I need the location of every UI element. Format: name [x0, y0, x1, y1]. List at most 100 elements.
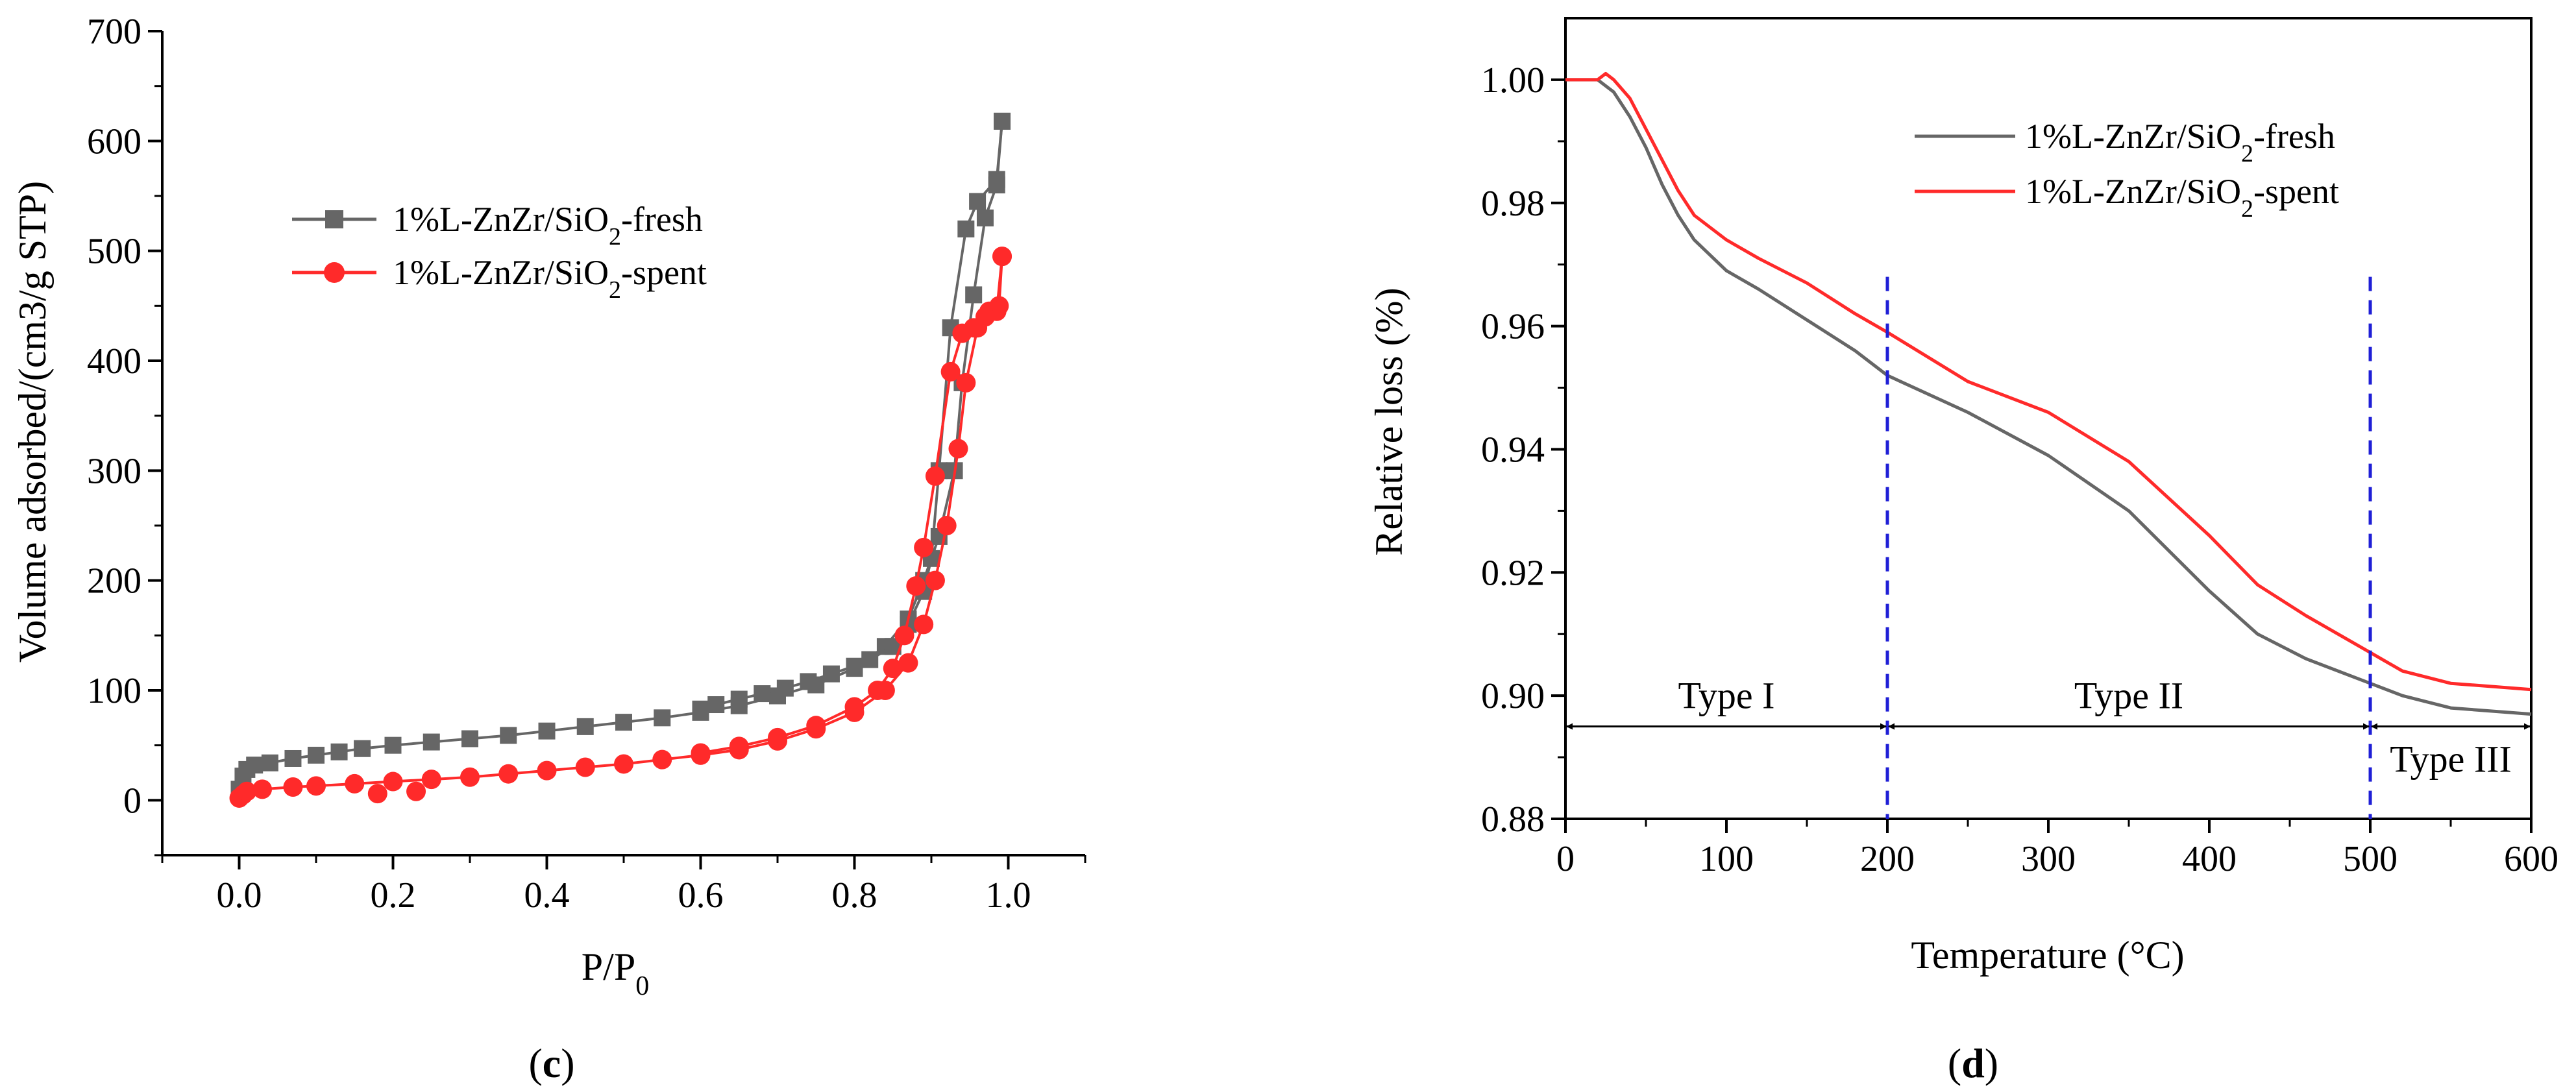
chart-c-point-spent [383, 771, 403, 792]
chart-c-point-spent [868, 681, 888, 700]
chart-d-legend-entry-fresh: 1%L-ZnZr/SiO2-fresh [1915, 117, 2335, 167]
chart-c-point-fresh [330, 743, 348, 760]
chart-d-x-tick-label: 600 [2504, 839, 2558, 879]
chart-c-point-spent [575, 757, 595, 777]
chart-c-x-tick-label: 1.0 [986, 875, 1031, 916]
chart-c-point-fresh [776, 679, 794, 697]
chart-d-y-tick-label: 0.96 [1481, 307, 1545, 347]
chart-c-y-tick-label: 0 [123, 781, 141, 821]
chart-c-point-spent [345, 773, 365, 794]
chart-c-point-spent [498, 764, 519, 784]
chart-c-y-tick-label: 300 [87, 451, 141, 491]
chart-d-line-fresh [1565, 78, 2532, 716]
chart-c-point-spent [992, 247, 1012, 267]
chart-c-panel-label: (c) [528, 1040, 574, 1086]
chart-c-legend: 1%L-ZnZr/SiO2-fresh 1%L-ZnZr/SiO2-spent [292, 200, 707, 304]
chart-c-point-spent [768, 727, 787, 747]
chart-c-point-fresh [423, 733, 440, 751]
chart-c-point-fresh [354, 740, 371, 757]
chart-c-point-spent [537, 760, 557, 781]
chart-c-point-spent [421, 770, 441, 790]
chart-c-point-spent [948, 439, 968, 459]
chart-c-x-tick-label: 0.8 [832, 875, 877, 916]
chart-c-legend-marker-spent [324, 262, 345, 283]
chart-c-y-tick-label: 400 [87, 341, 141, 382]
chart-c-y-ticks: 0 100 200 300 400 500 600 700 [87, 12, 162, 856]
chart-d-x-tick-label: 400 [2182, 839, 2237, 879]
chart-c-point-fresh [246, 757, 264, 774]
chart-c-point-spent [283, 777, 303, 797]
chart-c-point-fresh [384, 736, 402, 754]
chart-c-point-spent [406, 781, 426, 801]
chart-c-point-spent [925, 466, 945, 486]
chart-d-annotations: Type I Type II Type III [1566, 276, 2531, 819]
chart-c-point-spent [614, 754, 633, 774]
chart-d-x-tick-label: 100 [1699, 839, 1754, 879]
chart-d-x-tick-label: 500 [2343, 839, 2398, 879]
chart-d-y-tick-label: 0.94 [1481, 430, 1545, 470]
chart-c-x-tick-label: 0.6 [678, 875, 724, 916]
chart-c-point-spent [894, 625, 914, 646]
chart-panel-d: 0.88 0.90 0.92 0.94 0.96 0.98 1.00 0 100 200 300 4… [1368, 17, 2558, 1086]
chart-c-point-fresh [576, 718, 594, 735]
chart-c-point-spent [952, 323, 972, 343]
chart-c-point-fresh [538, 722, 556, 740]
chart-c-point-fresh [461, 730, 478, 747]
chart-d-y-tick-label: 1.00 [1481, 60, 1545, 101]
chart-c-point-spent [237, 781, 257, 801]
chart-c-point-spent [925, 570, 945, 590]
chart-d-y-axis-label: Relative loss (%) [1368, 287, 1410, 555]
chart-c-legend-entry-spent: 1%L-ZnZr/SiO2-spent [292, 253, 707, 304]
chart-d-line-spent [1565, 71, 2532, 692]
chart-c-legend-entry-fresh: 1%L-ZnZr/SiO2-fresh [292, 200, 703, 250]
chart-c-point-fresh [861, 651, 879, 668]
chart-c-point-fresh [800, 673, 817, 690]
chart-d-y-ticks: 0.88 0.90 0.92 0.94 0.96 0.98 1.00 [1481, 60, 1565, 840]
chart-c-point-spent [914, 537, 934, 557]
chart-d-legend: 1%L-ZnZr/SiO2-fresh 1%L-ZnZr/SiO2-spent [1915, 117, 2339, 223]
chart-c-x-tick-label: 0.0 [217, 875, 262, 916]
chart-c-point-fresh [692, 700, 709, 718]
chart-c-y-tick-label: 200 [87, 561, 141, 601]
chart-d-legend-label-spent: 1%L-ZnZr/SiO2-spent [2025, 172, 2339, 223]
chart-c-series-spent [229, 247, 1012, 808]
chart-c-point-spent [914, 614, 934, 635]
chart-d-x-axis-label: Temperature (°C) [1911, 934, 2184, 977]
chart-c-point-spent [937, 516, 957, 535]
chart-c-point-fresh [707, 696, 725, 714]
chart-c-y-axis-label: Volume adsorbed/(cm3/g STP) [11, 181, 54, 662]
chart-panel-c: 0 100 200 300 400 500 600 700 0.0 0.2 0.4 0.6 0.8 1.… [11, 12, 1086, 1086]
chart-d-panel-label: (d) [1948, 1040, 1998, 1086]
chart-d-region-label: Type II [2074, 675, 2183, 717]
chart-c-point-fresh [976, 209, 994, 226]
chart-c-point-spent [252, 779, 273, 799]
chart-c-point-fresh [730, 690, 748, 708]
chart-c-x-tick-label: 0.4 [524, 875, 570, 916]
chart-c-y-tick-label: 600 [87, 121, 141, 162]
chart-c-point-fresh [822, 665, 840, 683]
chart-c-point-spent [367, 784, 387, 804]
chart-c-point-fresh [988, 171, 1005, 188]
chart-c-legend-marker-fresh [325, 210, 343, 228]
chart-c-line-fresh-desorption [700, 121, 1003, 710]
chart-c-point-spent [652, 749, 672, 770]
chart-c-legend-label-spent: 1%L-ZnZr/SiO2-spent [393, 253, 707, 304]
chart-c-point-fresh [284, 749, 302, 767]
chart-c-y-tick-label: 700 [87, 12, 141, 52]
chart-c-x-ticks: 0.0 0.2 0.4 0.6 0.8 1.0 [161, 855, 1086, 916]
chart-d-x-tick-label: 300 [2021, 839, 2076, 879]
chart-c-point-spent [691, 743, 711, 763]
chart-c-point-spent [806, 716, 826, 736]
chart-d-x-ticks: 0 100 200 300 400 500 600 [1556, 819, 2558, 879]
chart-c-point-spent [898, 653, 918, 673]
chart-d-legend-label-fresh: 1%L-ZnZr/SiO2-fresh [2025, 117, 2335, 167]
chart-c-point-fresh [957, 220, 975, 237]
chart-c-point-fresh [965, 286, 983, 304]
chart-c-point-fresh [308, 746, 325, 764]
chart-d-y-tick-label: 0.92 [1481, 553, 1545, 593]
chart-d-x-tick-label: 200 [1860, 839, 1915, 879]
chart-c-point-fresh [969, 193, 987, 210]
chart-d-region-label: Type III [2390, 738, 2512, 781]
chart-d-y-tick-label: 0.98 [1481, 184, 1545, 224]
